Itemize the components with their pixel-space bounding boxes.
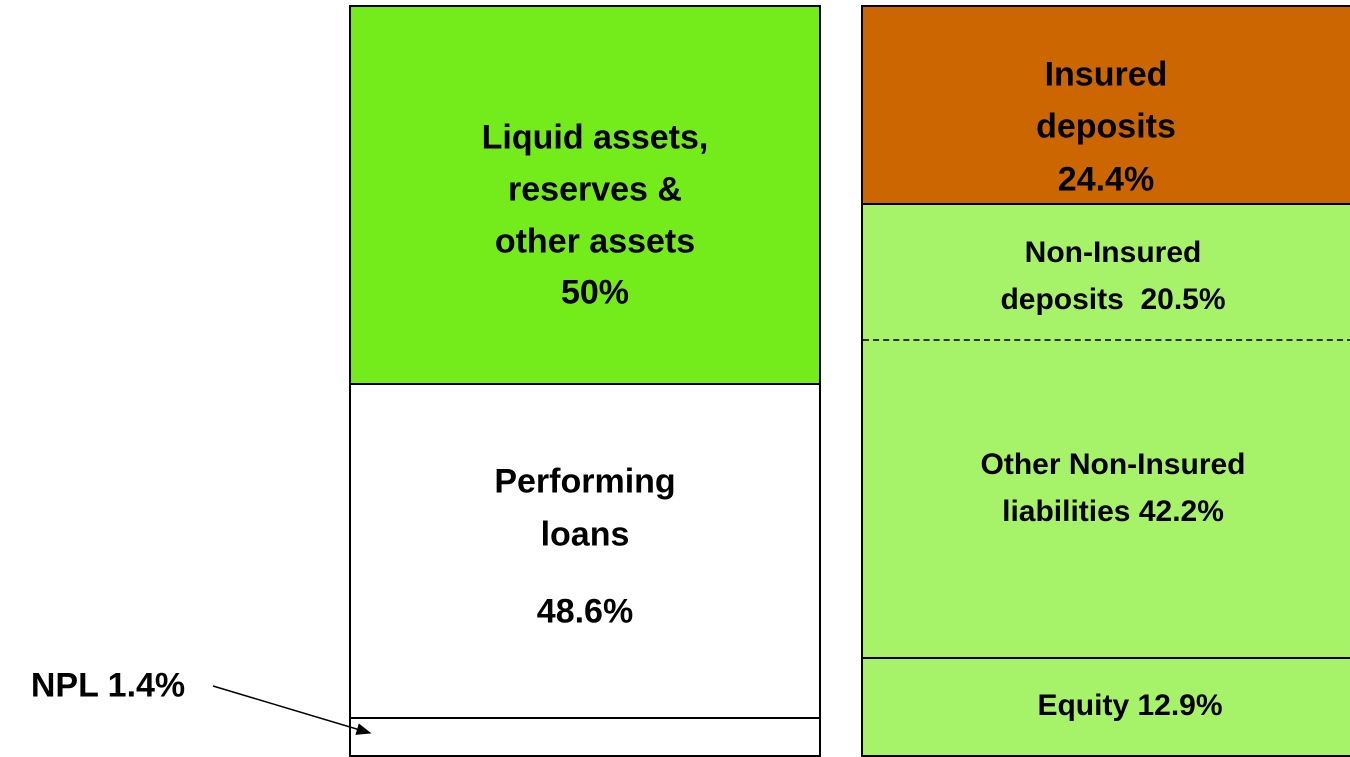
- liability-label: Equity 12.9%: [1037, 689, 1223, 722]
- dashed-divider: [863, 339, 1350, 341]
- npl-arrow: [212, 685, 372, 735]
- asset-label: 50%: [560, 273, 630, 312]
- liability-label: Other Non-Insured: [980, 448, 1246, 481]
- liability-label: liabilities 42.2%: [1002, 495, 1224, 528]
- liability-label: 24.4%: [1057, 160, 1155, 199]
- asset-label: loans: [540, 515, 630, 554]
- liability-label: deposits 20.5%: [1000, 283, 1226, 316]
- asset-share: 48.6%: [536, 592, 634, 631]
- asset-label: other assets: [494, 222, 696, 261]
- performing-loans-box: [349, 383, 821, 719]
- asset-label: reserves &: [508, 170, 682, 209]
- liability-label: Insured: [1044, 55, 1168, 94]
- asset-label: Liquid assets,: [481, 118, 709, 157]
- liability-label: Non-Insured: [1024, 236, 1202, 269]
- asset-label: Performing: [494, 462, 676, 501]
- equity-box: [861, 657, 1350, 757]
- liquid-assets-box: [349, 5, 821, 385]
- insured-deposits-box: [861, 5, 1350, 205]
- liability-label: deposits: [1036, 107, 1176, 146]
- npl-label: NPL 1.4%: [30, 666, 186, 705]
- non-insured-box: [861, 203, 1350, 660]
- npl-box: [349, 717, 821, 757]
